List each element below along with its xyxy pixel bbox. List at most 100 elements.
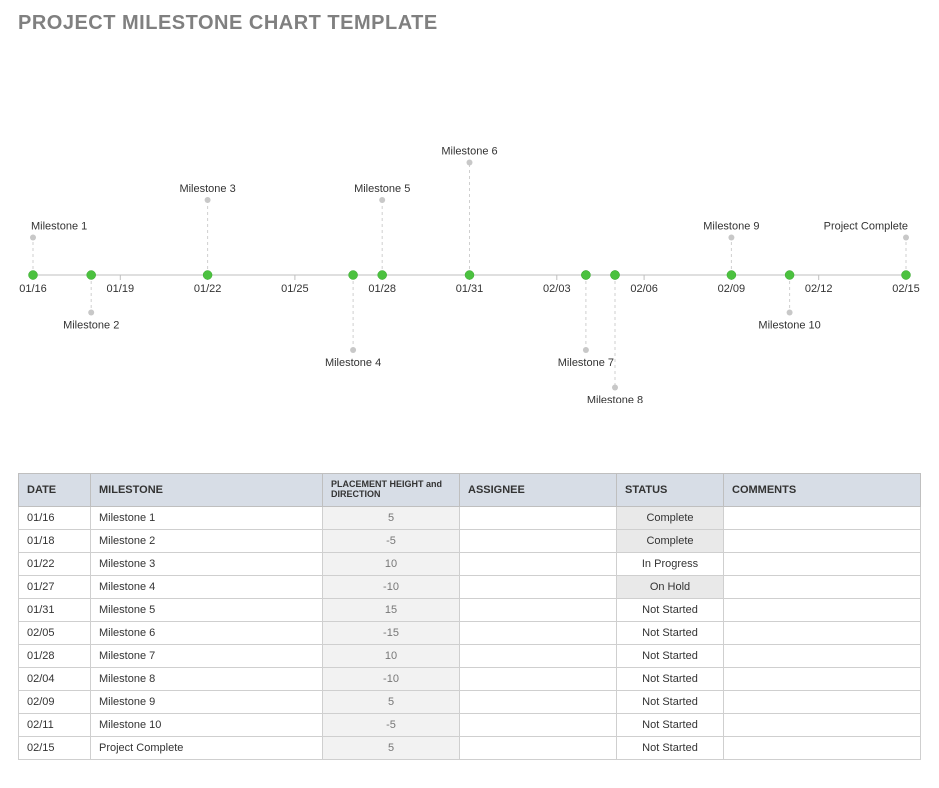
milestone-endpoint-dot [379,197,385,203]
col-milestone: MILESTONE [91,474,323,507]
milestone-endpoint-dot [728,235,734,241]
cell-comments [724,621,921,644]
cell-status: Not Started [617,667,724,690]
table-row: 02/11Milestone 10-5 Not Started [19,713,921,736]
axis-tick-label: 02/12 [805,283,833,295]
cell-assignee [460,529,617,552]
cell-status: Not Started [617,644,724,667]
page-title: PROJECT MILESTONE CHART TEMPLATE [18,12,921,35]
cell-placement: 5 [323,736,460,759]
table-row: 01/31Milestone 515 Not Started [19,598,921,621]
cell-assignee [460,552,617,575]
cell-date: 02/11 [19,713,91,736]
cell-milestone: Milestone 1 [91,506,323,529]
table-row: 02/04Milestone 8-10Not Started [19,667,921,690]
milestone-axis-dot [902,271,911,280]
milestone-endpoint-dot [787,310,793,316]
col-date: DATE [19,474,91,507]
table-row: 02/09Milestone 95 Not Started [19,690,921,713]
milestone-endpoint-dot [583,347,589,353]
milestone-endpoint-dot [88,310,94,316]
cell-assignee [460,575,617,598]
milestone-table-head: DATEMILESTONEPLACEMENT HEIGHT and DIRECT… [19,474,921,507]
cell-placement: -15 [323,621,460,644]
cell-comments [724,529,921,552]
axis-tick-label: 01/19 [107,283,135,295]
cell-date: 01/31 [19,598,91,621]
milestone-timeline-svg: 01/16 01/19 01/22 01/25 01/28 01/31 02/03 02/06… [18,43,921,403]
axis-tick-label: 01/31 [456,283,484,295]
milestone-table: DATEMILESTONEPLACEMENT HEIGHT and DIRECT… [18,473,921,760]
table-row: 01/27Milestone 4-10On Hold [19,575,921,598]
milestone-label: Milestone 1 [31,221,87,233]
cell-milestone: Milestone 7 [91,644,323,667]
milestone-axis-dot [727,271,736,280]
cell-placement: 10 [323,552,460,575]
axis-tick-label: 01/16 [19,283,47,295]
cell-date: 01/27 [19,575,91,598]
cell-status: In Progress [617,552,724,575]
table-row: 02/05Milestone 6-15Not Started [19,621,921,644]
cell-milestone: Project Complete [91,736,323,759]
cell-milestone: Milestone 5 [91,598,323,621]
milestone-label: Milestone 9 [703,221,759,233]
milestone-axis-dot [203,271,212,280]
cell-status: Complete [617,506,724,529]
axis-tick-label: 02/15 [892,283,920,295]
cell-placement: 5 [323,506,460,529]
milestone-axis-dot [29,271,38,280]
cell-status: Not Started [617,690,724,713]
milestone-axis-dot [581,271,590,280]
axis-tick-label: 01/28 [368,283,396,295]
milestone-endpoint-dot [903,235,909,241]
cell-comments [724,506,921,529]
cell-milestone: Milestone 9 [91,690,323,713]
cell-comments [724,736,921,759]
col-assignee: ASSIGNEE [460,474,617,507]
cell-comments [724,598,921,621]
milestone-label: Milestone 6 [441,146,497,158]
cell-placement: 15 [323,598,460,621]
table-header-row: DATEMILESTONEPLACEMENT HEIGHT and DIRECT… [19,474,921,507]
cell-status: Not Started [617,713,724,736]
milestone-axis-dot [611,271,620,280]
milestone-label: Milestone 10 [758,320,820,332]
milestone-endpoint-dot [30,235,36,241]
cell-milestone: Milestone 2 [91,529,323,552]
cell-assignee [460,598,617,621]
cell-date: 02/09 [19,690,91,713]
cell-status: Complete [617,529,724,552]
cell-assignee [460,644,617,667]
cell-date: 01/22 [19,552,91,575]
milestone-axis-dot [378,271,387,280]
milestone-table-body: 01/16Milestone 15Complete01/18Milestone … [19,506,921,759]
milestone-label: Milestone 7 [558,357,614,369]
cell-milestone: Milestone 3 [91,552,323,575]
axis-tick-label: 02/09 [718,283,746,295]
milestone-endpoint-dot [205,197,211,203]
cell-assignee [460,621,617,644]
cell-milestone: Milestone 8 [91,667,323,690]
milestone-endpoint-dot [612,385,618,391]
cell-milestone: Milestone 10 [91,713,323,736]
cell-placement: -5 [323,713,460,736]
axis-tick-label: 02/06 [630,283,658,295]
milestone-label: Milestone 3 [179,183,235,195]
axis-tick-label: 01/22 [194,283,222,295]
table-row: 01/28Milestone 710Not Started [19,644,921,667]
milestone-endpoint-dot [467,160,473,166]
cell-comments [724,644,921,667]
col-status: STATUS [617,474,724,507]
cell-status: Not Started [617,621,724,644]
cell-assignee [460,736,617,759]
axis-tick-label: 02/03 [543,283,571,295]
cell-status: Not Started [617,598,724,621]
cell-placement: 5 [323,690,460,713]
milestone-axis-dot [465,271,474,280]
cell-date: 02/05 [19,621,91,644]
milestone-timeline-chart: 01/16 01/19 01/22 01/25 01/28 01/31 02/03 02/06… [18,43,921,403]
axis-tick-label: 01/25 [281,283,309,295]
milestone-endpoint-dot [350,347,356,353]
cell-date: 01/28 [19,644,91,667]
milestone-axis-dot [785,271,794,280]
